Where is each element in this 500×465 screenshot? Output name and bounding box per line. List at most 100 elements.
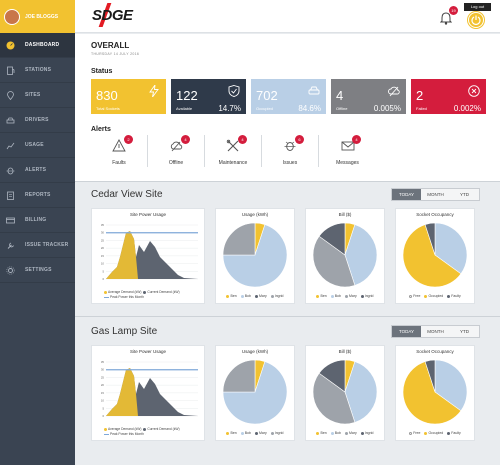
alert-maintenance[interactable]: Maintenance 4: [205, 135, 262, 167]
pie-slice[interactable]: [312, 235, 356, 288]
panel-title: Site Power Usage: [129, 349, 167, 354]
status-cards: 830 Total Sockets 122 Available 14.7% 702 Occu…: [91, 79, 486, 114]
sidebar-item-reports[interactable]: REPORTS: [0, 183, 75, 208]
power-legend: Average Demand (kW) Current Demand (kW) P…: [104, 427, 180, 437]
status-card-failed[interactable]: 2 Failed 0.002%: [411, 79, 486, 114]
brand-logo[interactable]: SDGE: [92, 7, 133, 24]
legend-item: Bob: [240, 294, 251, 298]
legend-item: Bob: [330, 431, 341, 435]
bug-icon: [6, 167, 15, 174]
top-bar: SDGE 19 Log out: [75, 0, 500, 33]
occupancy-pie-chart: [402, 222, 468, 288]
x-circle-icon: [468, 85, 480, 97]
sidebar-item-billing[interactable]: BILLING: [0, 208, 75, 233]
tools-icon: [226, 139, 239, 152]
panel-title: Socket Occupancy: [416, 212, 454, 217]
legend-item: Ben: [226, 431, 237, 435]
pie-legend: Ben Bob Mary Ingrid: [216, 294, 294, 298]
main-content: OVERALL THURSDAY 14 JULY 2016 Status 830…: [75, 34, 500, 465]
y-tick-label: 35: [101, 360, 105, 364]
pie-slice[interactable]: [318, 359, 346, 393]
pie-slice[interactable]: [318, 222, 346, 256]
tab-month[interactable]: MONTH: [421, 189, 450, 200]
warning-icon: [112, 139, 126, 152]
pie-slice[interactable]: [424, 359, 436, 393]
pie-slice[interactable]: [434, 222, 468, 275]
status-card-occupied[interactable]: 702 Occupied 84.6%: [251, 79, 326, 114]
cloud-offline-icon: [388, 86, 400, 97]
user-profile[interactable]: JOE BLOGGS: [0, 0, 75, 33]
card-value: 702: [256, 88, 278, 103]
pie-slice[interactable]: [344, 224, 378, 286]
power-button[interactable]: [468, 12, 484, 28]
range-tabs: TODAY MONTH YTD: [391, 188, 480, 201]
pie-slice[interactable]: [222, 224, 288, 288]
pie-slice[interactable]: [402, 361, 462, 425]
tab-month[interactable]: MONTH: [421, 326, 450, 337]
sidebar-item-usage[interactable]: USAGE: [0, 133, 75, 158]
pie-slice[interactable]: [424, 222, 436, 256]
pie-slice[interactable]: [344, 361, 378, 423]
sidebar-item-drivers[interactable]: DRIVERS: [0, 108, 75, 133]
legend-item: Peak Power this Month: [104, 432, 144, 436]
sidebar-item-alerts[interactable]: ALERTS: [0, 158, 75, 183]
sidebar-item-sites[interactable]: SITES: [0, 83, 75, 108]
pie-slice[interactable]: [402, 224, 462, 288]
legend-item: Ingrid: [360, 431, 374, 435]
sidebar-item-settings[interactable]: SETTINGS: [0, 258, 75, 283]
pie-slice[interactable]: [222, 361, 288, 425]
alert-issues[interactable]: Issues 6: [262, 135, 319, 167]
alert-label: Offline: [168, 160, 184, 166]
card-label: Failed: [416, 106, 427, 111]
sidebar-item-stations[interactable]: STATIONS: [0, 58, 75, 83]
tab-ytd[interactable]: YTD: [450, 189, 479, 200]
card-label: Total Sockets: [96, 106, 120, 111]
usage-pie-chart: [222, 359, 288, 425]
site-panels: Site Power Usage 35 30 25 20 15 10 5 0 Average De…: [91, 345, 475, 441]
envelope-icon: [341, 141, 354, 151]
bill-pie-chart: [312, 359, 378, 425]
status-heading: Status: [91, 68, 113, 75]
sidebar-item-issue-tracker[interactable]: ISSUE TRACKER: [0, 233, 75, 258]
alert-offline[interactable]: Offline 4: [148, 135, 205, 167]
avatar[interactable]: [4, 8, 20, 25]
tab-today[interactable]: TODAY: [392, 326, 421, 337]
status-card-available[interactable]: 122 Available 14.7%: [171, 79, 246, 114]
legend-item: Bob: [330, 294, 341, 298]
legend-item: Average Demand (kW): [104, 290, 141, 294]
alert-count-badge: 4: [181, 135, 190, 144]
site-panels: Site Power Usage 35 30 25 20 15 10 5 0 Average De…: [91, 208, 475, 304]
pie-legend: Ben Bob Mary Ingrid: [306, 294, 384, 298]
pie-slice[interactable]: [312, 372, 356, 425]
tab-today[interactable]: TODAY: [392, 189, 421, 200]
site-title: Gas Lamp Site: [91, 326, 158, 337]
car-icon: [6, 117, 15, 123]
bell-icon[interactable]: [440, 12, 452, 25]
pie-slice[interactable]: [222, 222, 256, 256]
legend-item: Ben: [316, 431, 327, 435]
status-card-offline[interactable]: 4 Offline 0.005%: [331, 79, 406, 114]
legend-item: Free: [409, 294, 420, 298]
page-date: THURSDAY 14 JULY 2016: [91, 52, 140, 56]
panel-title: Socket Occupancy: [416, 349, 454, 354]
car-icon: [308, 86, 320, 95]
alert-label: Maintenance: [218, 160, 248, 166]
sidebar-item-label: SITES: [25, 92, 41, 98]
alert-faults[interactable]: Faults 2: [91, 135, 148, 167]
occupancy-panel: Socket Occupancy Free Occupied Faulty: [395, 345, 475, 441]
logout-button[interactable]: Log out: [464, 3, 491, 11]
sidebar-item-dashboard[interactable]: DASHBOARD: [0, 33, 75, 58]
panel-title: Usage (kWh): [241, 349, 269, 354]
section-divider: [75, 316, 500, 317]
y-tick-label: 20: [101, 246, 105, 250]
pie-slice[interactable]: [222, 359, 256, 393]
y-tick-label: 0: [102, 277, 104, 281]
status-card-total-sockets[interactable]: 830 Total Sockets: [91, 79, 166, 114]
legend-item: Peak Power this Month: [104, 295, 144, 299]
power-legend: Average Demand (kW) Current Demand (kW) P…: [104, 290, 180, 300]
alert-messages[interactable]: Messages 4: [319, 135, 376, 167]
pie-slice[interactable]: [434, 359, 468, 412]
legend-item: Bob: [240, 431, 251, 435]
overall-section: OVERALL THURSDAY 14 JULY 2016 Status 830…: [75, 34, 500, 181]
tab-ytd[interactable]: YTD: [450, 326, 479, 337]
